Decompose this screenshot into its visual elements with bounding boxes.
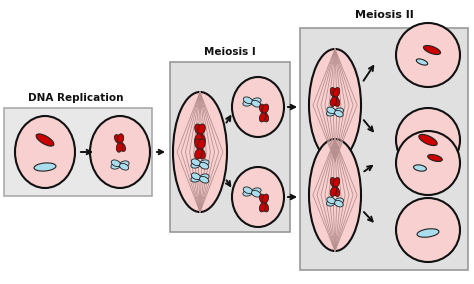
Ellipse shape [259,104,266,113]
Ellipse shape [191,176,201,182]
Ellipse shape [259,202,266,212]
Ellipse shape [259,112,266,122]
Ellipse shape [114,135,121,143]
Ellipse shape [243,190,252,196]
Ellipse shape [118,134,124,143]
Ellipse shape [259,194,266,203]
Ellipse shape [119,163,129,170]
Ellipse shape [333,178,340,187]
Ellipse shape [396,23,460,87]
Ellipse shape [330,187,337,197]
Ellipse shape [191,159,201,166]
Ellipse shape [414,165,427,171]
Ellipse shape [335,110,343,117]
Ellipse shape [111,160,120,167]
Ellipse shape [198,149,205,159]
Ellipse shape [396,131,460,195]
Ellipse shape [111,163,120,169]
Ellipse shape [330,87,337,97]
Text: DNA Replication: DNA Replication [28,93,124,103]
Ellipse shape [335,108,344,114]
Ellipse shape [90,116,150,188]
Ellipse shape [327,197,336,204]
Ellipse shape [335,201,343,207]
Ellipse shape [243,97,253,104]
Bar [170,62,290,232]
Text: Meiosis I: Meiosis I [204,47,256,57]
Ellipse shape [198,139,205,149]
Ellipse shape [252,188,261,194]
Ellipse shape [416,59,428,65]
Ellipse shape [333,97,340,106]
Bar [300,28,468,270]
Ellipse shape [252,98,261,104]
Ellipse shape [252,101,261,107]
Ellipse shape [252,190,261,197]
Ellipse shape [232,77,284,137]
Ellipse shape [195,149,202,159]
Ellipse shape [195,124,202,134]
Ellipse shape [419,134,437,146]
Ellipse shape [309,49,361,161]
Ellipse shape [243,100,252,106]
Ellipse shape [428,154,442,162]
Ellipse shape [423,45,440,55]
Ellipse shape [191,162,201,168]
Ellipse shape [333,87,340,97]
Ellipse shape [262,202,269,212]
Ellipse shape [116,143,122,152]
Text: Meiosis II: Meiosis II [355,10,413,20]
Ellipse shape [333,187,340,197]
Ellipse shape [195,133,202,144]
Ellipse shape [262,112,269,122]
Ellipse shape [396,108,460,172]
Ellipse shape [232,167,284,227]
Ellipse shape [200,160,209,166]
Ellipse shape [34,163,56,171]
Ellipse shape [417,229,439,237]
Ellipse shape [330,178,337,187]
Ellipse shape [118,143,126,151]
Ellipse shape [36,134,54,146]
Ellipse shape [396,198,460,262]
Ellipse shape [262,104,269,113]
Ellipse shape [198,133,205,144]
Ellipse shape [200,176,209,183]
Ellipse shape [191,173,201,179]
Ellipse shape [173,92,227,212]
Ellipse shape [335,198,344,204]
Ellipse shape [327,200,335,206]
Ellipse shape [327,110,335,116]
Bar [4,108,152,196]
Ellipse shape [195,139,202,149]
Ellipse shape [262,194,269,203]
Ellipse shape [330,97,337,106]
Ellipse shape [198,124,205,134]
Ellipse shape [200,174,209,180]
Ellipse shape [15,116,75,188]
Ellipse shape [119,161,129,167]
Ellipse shape [243,187,253,194]
Ellipse shape [200,162,209,169]
Ellipse shape [309,139,361,251]
Ellipse shape [327,107,336,114]
